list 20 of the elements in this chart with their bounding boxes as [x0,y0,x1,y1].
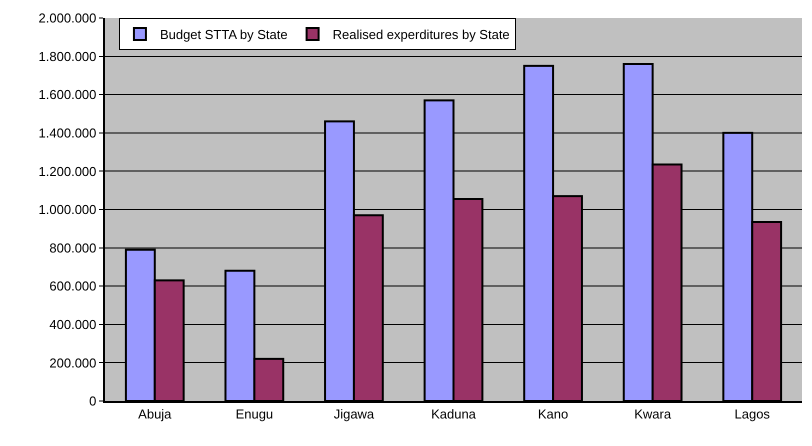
x-tick-label: Kano [538,406,568,422]
x-tick-label: Enugu [236,406,274,422]
x-tick-label: Lagos [734,406,770,422]
y-tick-label: 1.600.000 [38,87,96,102]
y-tick-label: 1.400.000 [38,125,96,140]
y-tick-label: 0 [89,394,96,409]
y-tick-label: 600.000 [49,278,96,294]
y-tick-label: 2.000.000 [38,10,96,26]
x-tick-label: Jigawa [334,406,375,422]
y-tick-label: 400.000 [49,316,96,332]
y-tick-label: 1.000.000 [38,202,96,218]
x-tick-label: Abuja [138,406,172,422]
y-tick-label: 200.000 [49,355,96,370]
y-tick-label: 1.800.000 [38,48,96,64]
x-tick-label: Kaduna [431,406,477,422]
legend-label: Realised experditures by State [332,27,510,42]
x-tick-label: Kwara [634,406,672,422]
y-tick-label: 1.200.000 [38,164,96,179]
y-tick-label: 800.000 [49,240,96,256]
legend-label: Budget STTA by State [160,27,288,42]
